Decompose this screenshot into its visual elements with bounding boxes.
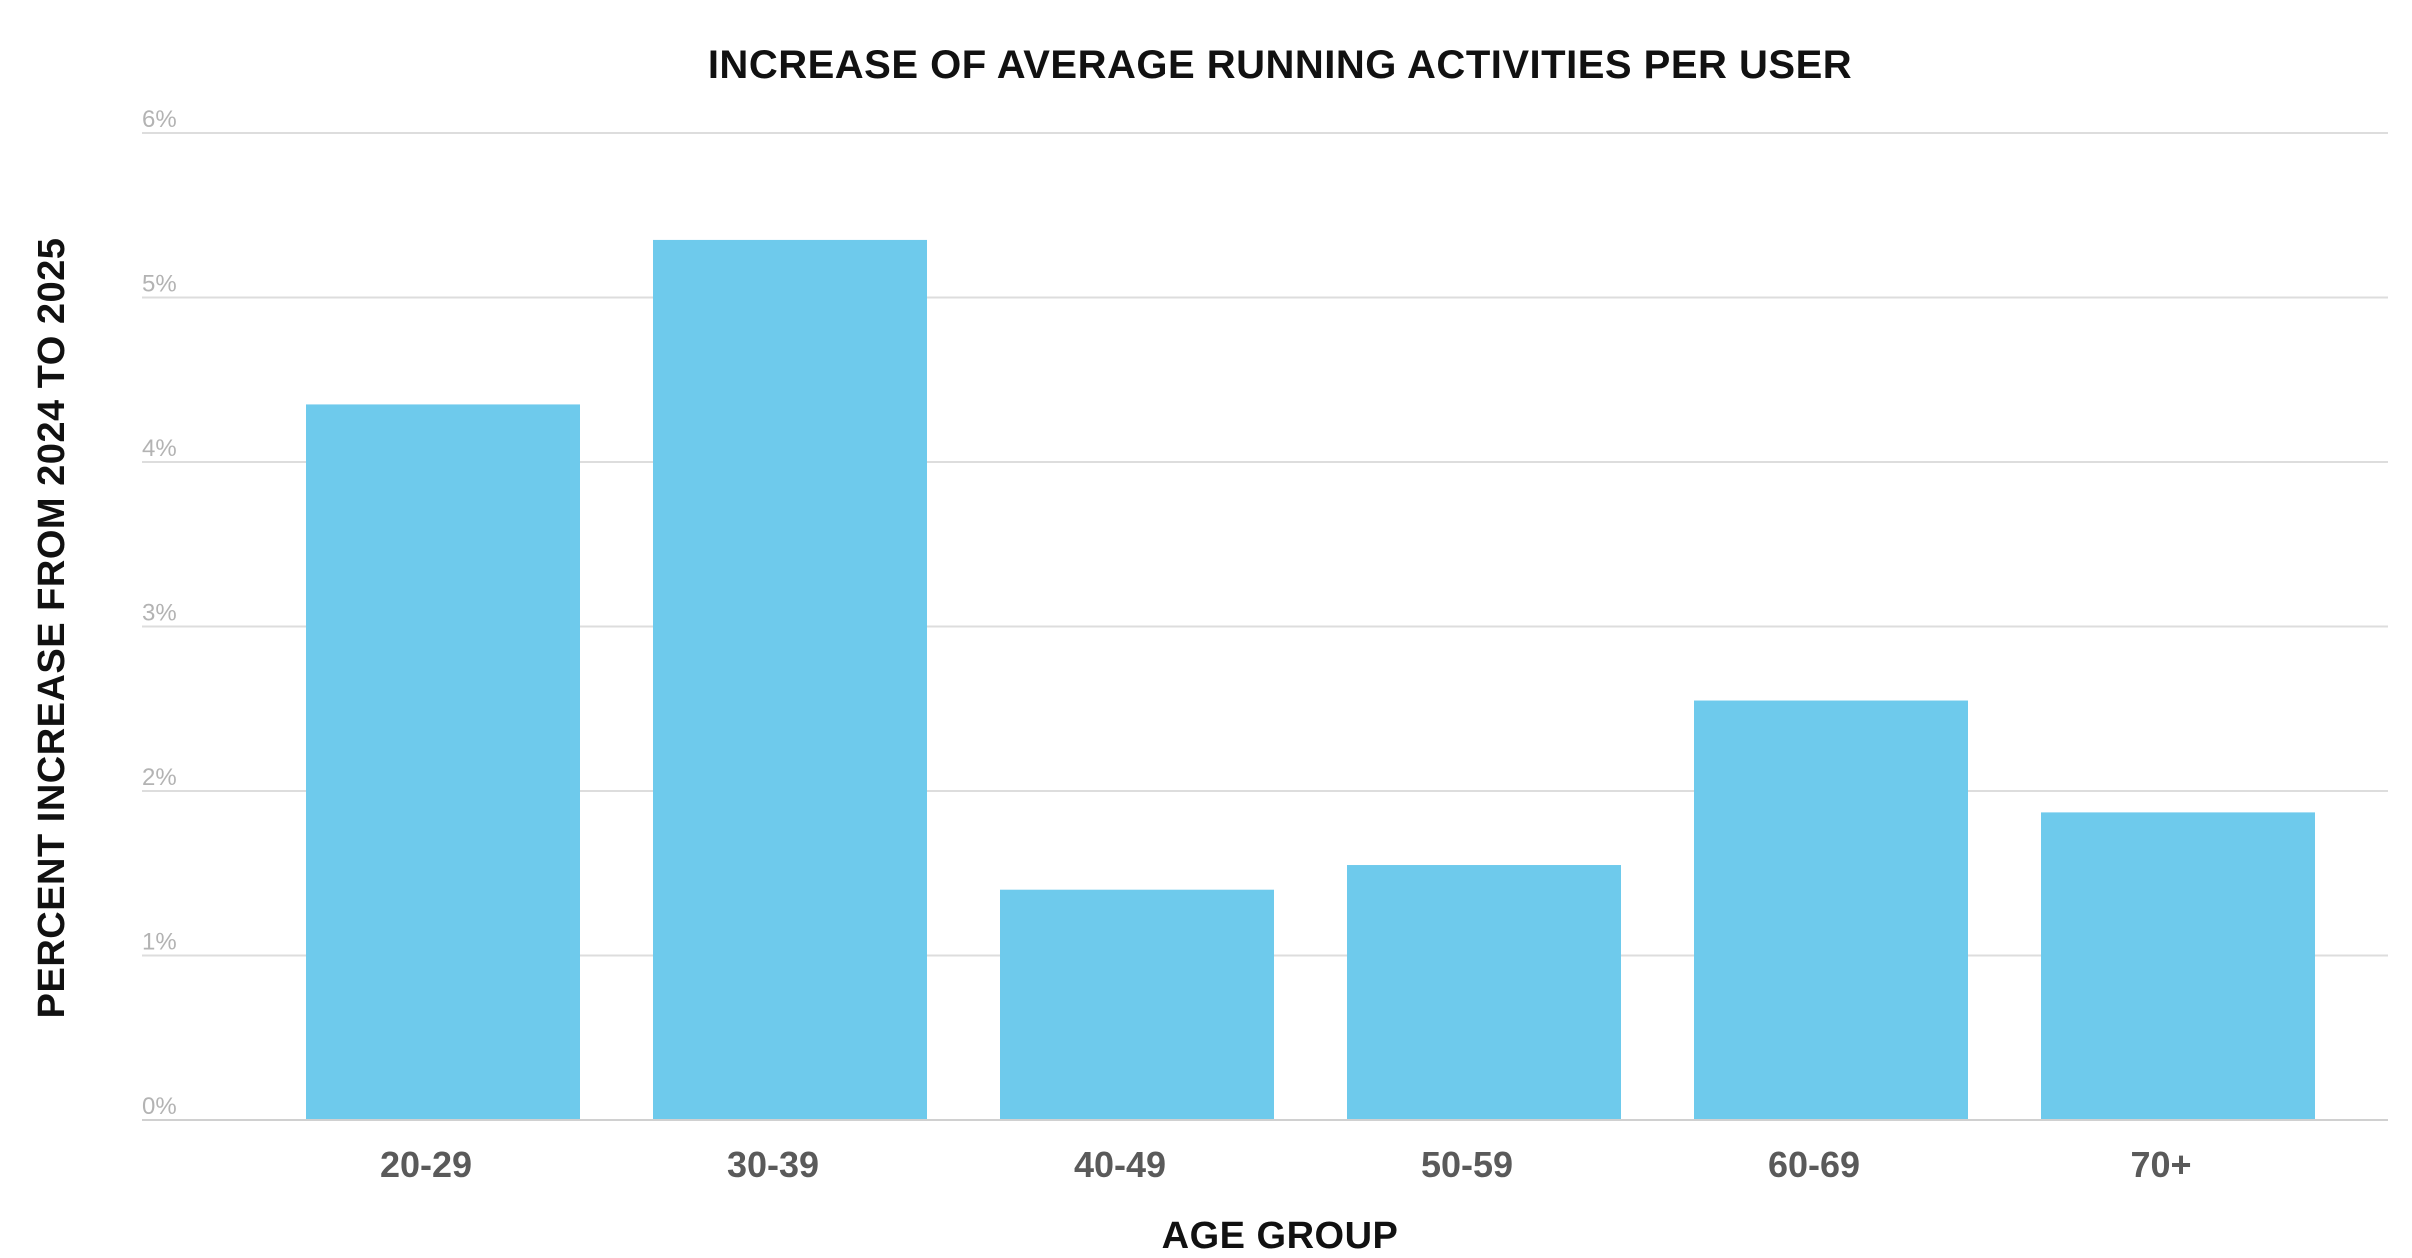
y-tick-label: 0%: [142, 1093, 177, 1120]
x-axis-ticks: 20-29 30-39 40-49 50-59 60-69 70+: [380, 1144, 2192, 1185]
x-axis-title: AGE GROUP: [1162, 1215, 1399, 1257]
y-axis-title: PERCENT INCREASE FROM 2024 TO 2025: [31, 238, 73, 1019]
x-tick-label: 40-49: [1074, 1144, 1166, 1185]
bar-50-59: [1347, 865, 1621, 1120]
y-tick-label: 4%: [142, 435, 177, 462]
y-tick-label: 6%: [142, 106, 177, 133]
chart-title: INCREASE OF AVERAGE RUNNING ACTIVITIES P…: [708, 43, 1852, 87]
bar-60-69: [1694, 700, 1968, 1120]
x-tick-label: 50-59: [1421, 1144, 1513, 1185]
x-tick-label: 70+: [2130, 1144, 2191, 1185]
y-tick-label: 1%: [142, 929, 177, 956]
bar-30-39: [653, 239, 927, 1121]
bar-70+: [2041, 812, 2315, 1120]
x-tick-label: 20-29: [380, 1144, 472, 1185]
x-tick-label: 60-69: [1768, 1144, 1860, 1185]
bar-20-29: [306, 404, 580, 1120]
y-tick-label: 2%: [142, 764, 177, 791]
bars: [306, 239, 2315, 1121]
x-tick-label: 30-39: [727, 1144, 819, 1185]
y-tick-label: 5%: [142, 271, 177, 298]
y-axis-ticks: 0% 1% 2% 3% 4% 5% 6%: [142, 106, 177, 1120]
bar-40-49: [1000, 889, 1274, 1120]
y-tick-label: 3%: [142, 600, 177, 627]
